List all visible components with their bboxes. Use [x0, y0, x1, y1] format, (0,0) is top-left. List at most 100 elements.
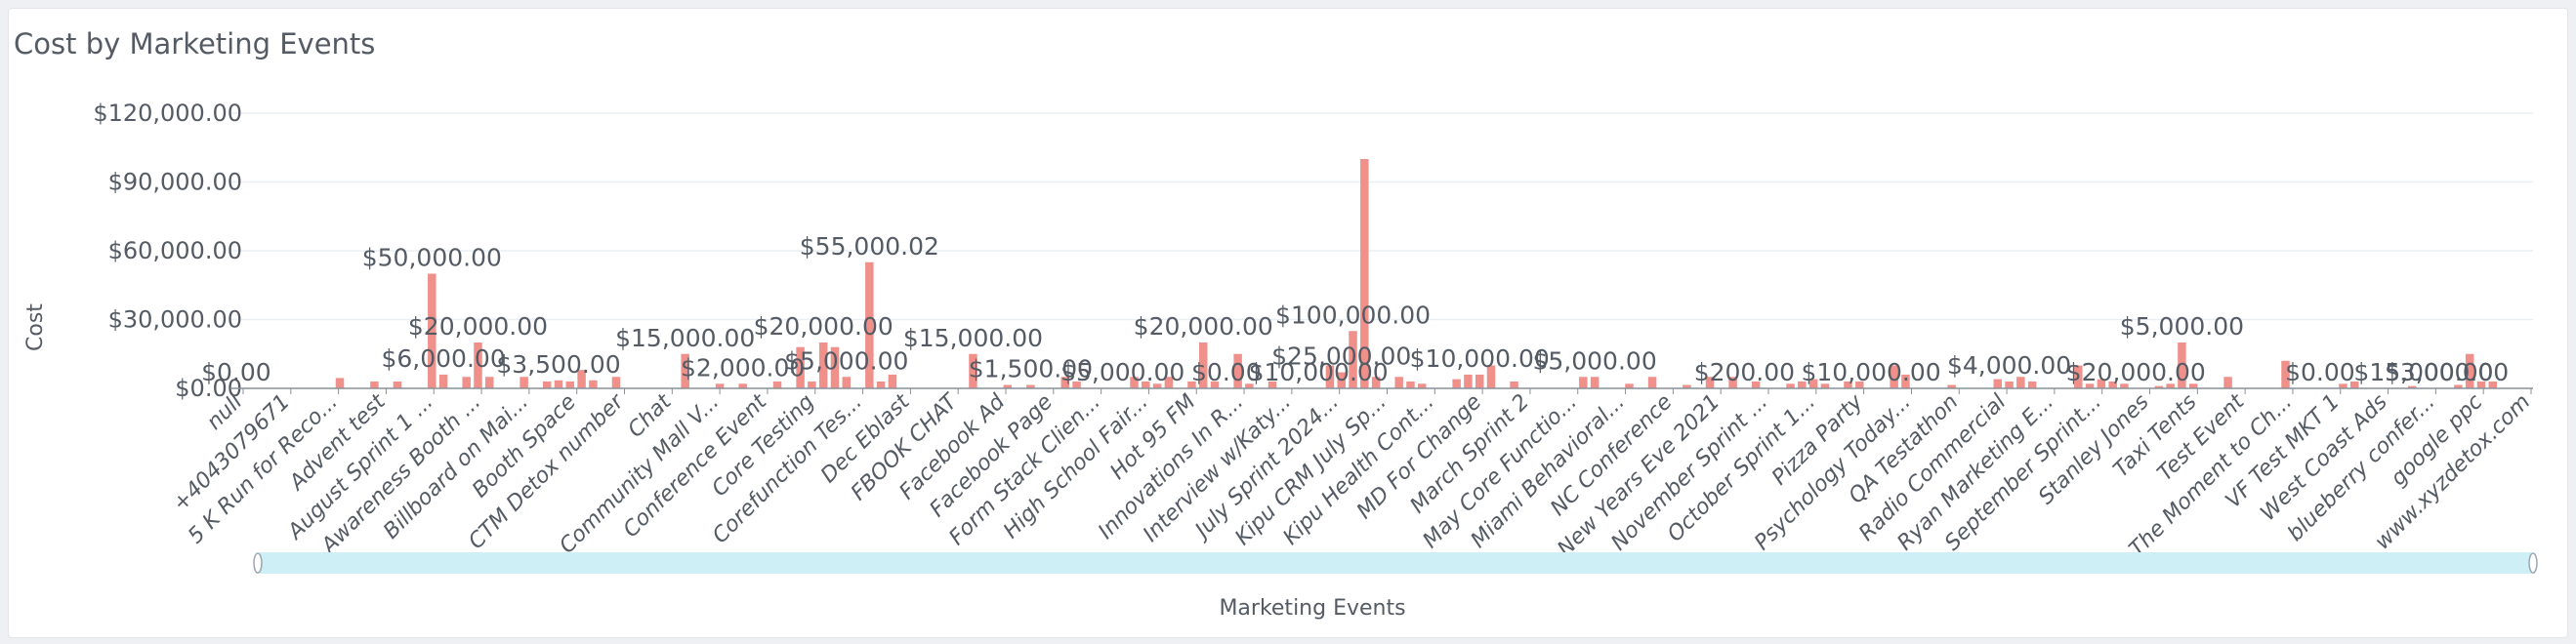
bar[interactable] [1360, 159, 1369, 388]
bar[interactable] [1820, 383, 1830, 388]
bar[interactable] [715, 383, 725, 388]
bar[interactable] [2120, 383, 2129, 388]
bar[interactable] [1452, 379, 1461, 388]
bar[interactable] [474, 342, 482, 388]
bar[interactable] [1728, 377, 1737, 388]
bar[interactable] [969, 353, 977, 388]
bar[interactable] [1199, 342, 1208, 388]
bar[interactable] [1464, 374, 1473, 388]
bar[interactable] [796, 346, 805, 388]
bar[interactable] [393, 381, 402, 388]
bar[interactable] [1130, 377, 1139, 388]
bar[interactable] [1808, 379, 1818, 388]
bar[interactable] [462, 377, 471, 388]
bar[interactable] [2465, 353, 2474, 388]
bar[interactable] [2350, 381, 2359, 388]
bar[interactable] [1510, 381, 1518, 388]
bar[interactable] [2178, 342, 2186, 388]
bar[interactable] [2097, 379, 2106, 388]
bar[interactable] [1705, 377, 1715, 388]
bar[interactable] [1625, 383, 1634, 388]
bar[interactable] [865, 262, 874, 388]
bar[interactable] [1406, 381, 1415, 388]
bar[interactable] [1993, 379, 2003, 388]
bar[interactable] [1349, 331, 1357, 388]
bar[interactable] [519, 377, 528, 388]
scroll-bar[interactable] [253, 552, 2538, 574]
bar[interactable] [1325, 365, 1335, 389]
bar[interactable] [370, 381, 379, 388]
bar[interactable] [1751, 381, 1761, 388]
bar[interactable] [1003, 384, 1013, 388]
bar[interactable] [1475, 374, 1484, 388]
bar[interactable] [2027, 381, 2037, 388]
bar[interactable] [2339, 383, 2347, 388]
bar[interactable] [542, 381, 552, 388]
bar[interactable] [2016, 377, 2025, 388]
bar[interactable] [1786, 383, 1795, 388]
bar[interactable] [1486, 365, 1496, 389]
bar[interactable] [1142, 381, 1150, 388]
scroll-handle-left[interactable] [253, 552, 263, 574]
bar[interactable] [818, 342, 828, 388]
bar[interactable] [842, 377, 852, 388]
bar[interactable] [611, 377, 621, 388]
bar[interactable] [1060, 377, 1070, 388]
bar[interactable] [1233, 353, 1242, 388]
bar[interactable] [1590, 377, 1600, 388]
bar[interactable] [577, 370, 586, 388]
bar[interactable] [1947, 384, 1956, 388]
bar[interactable] [2407, 385, 2417, 388]
bar[interactable] [2085, 383, 2095, 388]
bar[interactable] [1798, 381, 1807, 388]
bar[interactable] [438, 374, 448, 388]
bar[interactable] [1647, 377, 1657, 388]
bar[interactable] [1267, 381, 1277, 388]
bar[interactable] [2476, 381, 2486, 388]
bar[interactable] [738, 383, 747, 388]
bar[interactable] [565, 381, 575, 388]
bar[interactable] [2454, 384, 2463, 388]
bar[interactable] [2488, 381, 2497, 388]
bar[interactable] [1683, 384, 1691, 388]
scroll-track[interactable] [258, 552, 2533, 574]
bar[interactable] [681, 353, 689, 388]
bar[interactable] [554, 380, 563, 388]
bar[interactable] [1187, 381, 1196, 388]
bar[interactable] [1072, 381, 1081, 388]
bar[interactable] [1337, 372, 1346, 388]
bar[interactable] [2074, 365, 2083, 389]
bar[interactable] [589, 380, 598, 388]
bar[interactable] [2223, 377, 2232, 388]
bar[interactable] [2188, 383, 2198, 388]
bar[interactable] [428, 273, 436, 389]
bar[interactable] [1855, 381, 1864, 388]
bar[interactable] [830, 346, 840, 388]
bar[interactable] [888, 374, 897, 388]
bar[interactable] [1152, 383, 1162, 388]
bar[interactable] [1844, 381, 1852, 388]
bar[interactable] [2005, 381, 2014, 388]
bar[interactable] [1418, 383, 1427, 388]
bar[interactable] [2166, 383, 2175, 388]
bar[interactable] [1245, 383, 1254, 388]
bar[interactable] [2281, 360, 2290, 388]
bar[interactable] [1371, 377, 1381, 388]
scroll-handle-right[interactable] [2528, 552, 2538, 574]
bar[interactable] [772, 381, 782, 388]
bar[interactable] [2108, 381, 2117, 388]
bar[interactable] [1901, 374, 1910, 388]
bar[interactable] [1394, 377, 1403, 388]
bar[interactable] [1210, 381, 1220, 388]
bar[interactable] [1579, 377, 1588, 388]
bar[interactable] [335, 378, 345, 388]
bar[interactable] [808, 381, 816, 388]
data-label: $10,000.00 [1249, 358, 1389, 386]
bar[interactable] [1026, 384, 1035, 388]
bar[interactable] [485, 377, 494, 388]
bar[interactable] [876, 381, 886, 388]
bar[interactable] [2154, 385, 2164, 388]
bar[interactable] [1890, 365, 1898, 389]
bar[interactable] [1164, 377, 1174, 388]
